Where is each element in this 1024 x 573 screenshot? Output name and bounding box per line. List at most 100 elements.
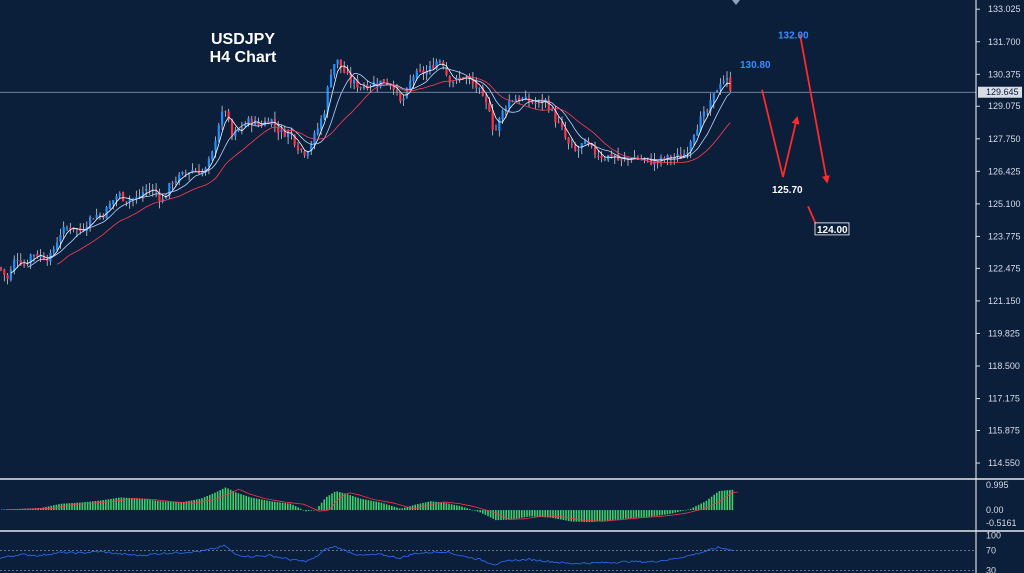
macd-bar — [643, 510, 645, 518]
macd-bar — [588, 510, 591, 523]
macd-bar — [3, 509, 6, 511]
candle-body — [485, 96, 488, 103]
candle-body — [82, 229, 85, 231]
macd-bar — [411, 505, 414, 511]
macd-bar — [469, 509, 471, 511]
candle-body — [722, 80, 725, 83]
candle-body — [551, 109, 554, 111]
macd-bar — [177, 502, 180, 511]
candle-body — [19, 260, 22, 265]
macd-bar — [175, 502, 177, 511]
candle-body — [227, 111, 230, 120]
candle-body — [570, 144, 573, 146]
candle-body — [326, 87, 329, 113]
macd-bar — [284, 503, 286, 511]
macd-bar — [729, 489, 731, 511]
macd-bar — [294, 506, 297, 511]
macd-bar — [690, 508, 692, 511]
candle-body — [52, 249, 55, 252]
candle-body — [580, 143, 583, 149]
price-tick-label: 131.700 — [988, 37, 1021, 47]
candle-body — [125, 201, 128, 203]
candle-body — [584, 139, 587, 145]
macd-bar — [258, 499, 260, 511]
macd-bar — [437, 502, 440, 511]
candle-body — [537, 99, 540, 103]
candle-body — [461, 77, 465, 79]
candle-body — [478, 87, 481, 90]
candle-body — [613, 155, 616, 157]
macd-bar — [365, 499, 367, 511]
candle-body — [679, 154, 682, 159]
macd-bar — [440, 502, 442, 511]
candle-body — [138, 195, 141, 197]
macd-bar — [81, 502, 84, 511]
macd-bar — [242, 494, 245, 511]
macd-bar — [651, 510, 653, 517]
candle-body — [438, 61, 441, 63]
candle-body — [514, 99, 517, 102]
candle-body — [656, 161, 659, 163]
projection-arrow — [761, 89, 800, 178]
candle-body — [98, 214, 102, 217]
candle-body — [247, 118, 250, 125]
candle-body — [32, 254, 36, 256]
candle-body — [296, 145, 300, 151]
macd-bar — [209, 494, 211, 511]
macd-bar — [401, 508, 403, 511]
candle-body — [141, 192, 144, 196]
price-axis: 133.025 131.700 130.375 129.075 127.750 126.4… — [976, 4, 1021, 468]
macd-bar — [419, 503, 422, 511]
candle-body — [692, 135, 696, 143]
macd-bar — [664, 510, 666, 515]
candle-body — [534, 102, 537, 104]
macd-bar — [510, 510, 513, 520]
macd-bar — [531, 510, 533, 517]
macd-bar — [502, 510, 505, 520]
price-tick-label: 119.825 — [988, 328, 1020, 338]
candle-body — [719, 83, 722, 90]
macd-bar — [466, 508, 468, 511]
macd-bar — [123, 497, 125, 511]
macd-bar — [99, 500, 102, 511]
macd-bar — [731, 489, 734, 511]
candle-body — [115, 196, 118, 200]
macd-bar — [489, 510, 492, 518]
macd-bar — [612, 510, 614, 520]
candle-body — [504, 108, 507, 112]
macd-bar — [144, 499, 146, 511]
macd-bar — [687, 509, 689, 511]
macd-bar — [435, 501, 437, 511]
macd-bar — [97, 500, 99, 511]
macd-bar — [118, 497, 120, 511]
macd-bar — [138, 498, 141, 511]
macd-bar — [614, 510, 617, 520]
macd-bar — [625, 510, 627, 519]
target-price-label: 124.00 — [817, 225, 848, 236]
candle-body — [346, 71, 349, 74]
candle-body — [663, 157, 666, 160]
macd-bar — [76, 502, 78, 511]
macd-bar — [235, 492, 237, 511]
candle-body — [676, 154, 679, 157]
candle-body — [211, 151, 214, 160]
macd-bar — [227, 488, 229, 511]
price-annotation-label: 130.80 — [740, 60, 771, 71]
macd-bar — [570, 510, 572, 522]
candle-body — [392, 85, 395, 90]
candle-body — [95, 214, 98, 218]
macd-bar — [427, 501, 429, 511]
candle-body — [230, 119, 234, 138]
macd-bar — [349, 495, 351, 511]
candle-body — [217, 125, 220, 142]
price-tick-label: 130.375 — [988, 69, 1021, 79]
candle-body — [564, 128, 567, 138]
macd-bar — [541, 510, 544, 518]
macd-bar — [367, 500, 370, 511]
candle-body — [689, 141, 692, 152]
macd-bar — [224, 487, 227, 511]
macd-bar — [593, 510, 596, 522]
macd-bar — [279, 502, 281, 511]
macd-bar — [245, 495, 247, 511]
macd-bar — [105, 499, 107, 511]
